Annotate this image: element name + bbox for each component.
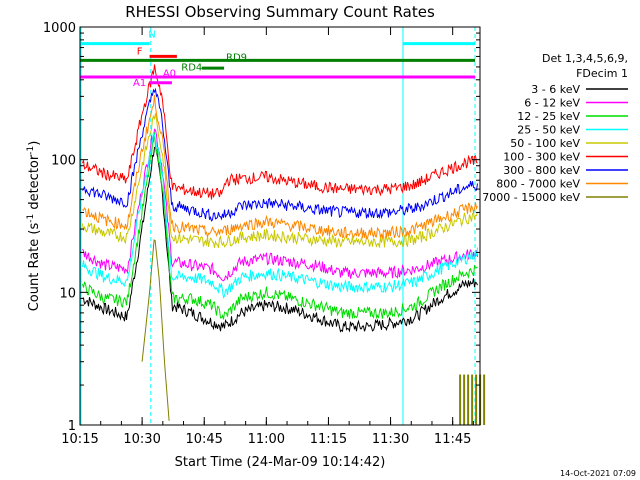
flag-label-a0: A0 — [163, 68, 176, 79]
flag-label-rd4: RD4 — [181, 63, 202, 74]
flag-label-n: N — [148, 30, 155, 41]
legend-header-line2: FDecim 1 — [576, 67, 628, 80]
series-line-5 — [82, 64, 478, 200]
x-tick-label-1: 10:30 — [123, 432, 160, 447]
series-line-6 — [82, 87, 478, 222]
legend-label-3: 25 - 50 keV — [517, 124, 580, 137]
x-tick-label-6: 11:45 — [434, 432, 471, 447]
legend-label-8: 7000 - 15000 keV — [482, 191, 580, 204]
legend-label-4: 50 - 100 keV — [510, 137, 580, 150]
y-tick-label-3: 1000 — [43, 21, 76, 36]
legend-label-5: 100 - 300 keV — [503, 151, 580, 164]
series-line-2 — [82, 132, 478, 320]
y-tick-label-0: 1 — [68, 419, 76, 434]
x-axis: 10:15 10:30 10:45 11:00 11:15 11:30 11:45 — [61, 27, 474, 447]
timestamp: 14-Oct-2021 07:09 — [560, 469, 636, 478]
legend-label-0: 3 - 6 keV — [531, 83, 580, 96]
y-tick-label-2: 100 — [51, 154, 76, 169]
y-axis-label: Count Rate (s-1 detector-1) — [26, 141, 42, 312]
flag-layer: NF RD9 RD4 A0 A1 — [80, 30, 476, 89]
y-axis: 1 10 100 1000 — [43, 21, 480, 434]
plot-frame — [79, 26, 481, 426]
legend-label-7: 800 - 7000 keV — [496, 178, 580, 191]
legend-header-line1: Det 1,3,4,5,6,9, — [542, 52, 628, 65]
series-line-7 — [82, 94, 478, 240]
y-tick-label-1: 10 — [59, 286, 76, 301]
flag-label-f: F — [137, 47, 143, 58]
series-line-3 — [82, 132, 478, 299]
legend-label-6: 300 - 800 keV — [503, 164, 580, 177]
legend-label-2: 12 - 25 keV — [517, 110, 580, 123]
plot-area — [80, 27, 486, 425]
x-tick-label-5: 11:30 — [372, 432, 409, 447]
series-line-4 — [82, 113, 478, 249]
series-line-8 — [141, 239, 170, 421]
chart-title: RHESSI Observing Summary Count Rates — [125, 3, 435, 21]
flag-label-rd9: RD9 — [226, 52, 247, 63]
legend-label-1: 6 - 12 keV — [524, 97, 580, 110]
flag-label-a1: A1 — [133, 78, 146, 89]
series-line-0 — [82, 146, 478, 333]
x-tick-label-3: 11:00 — [248, 432, 285, 447]
x-axis-label: Start Time (24-Mar-09 10:14:42) — [175, 455, 386, 470]
x-tick-label-4: 11:15 — [310, 432, 347, 447]
x-tick-label-2: 10:45 — [185, 432, 222, 447]
x-tick-label-0: 10:15 — [61, 432, 98, 447]
